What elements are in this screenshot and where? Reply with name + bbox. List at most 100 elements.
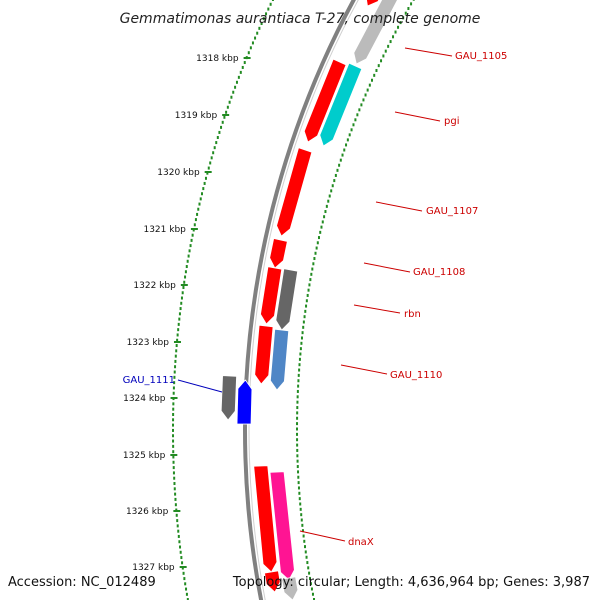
track-dot: [321, 220, 324, 224]
gene-features: [220, 0, 398, 600]
tick-label: 1319 kbp: [175, 111, 218, 121]
track-dot: [382, 54, 385, 58]
track-dot: [181, 566, 184, 570]
track-dot: [182, 571, 185, 575]
track-dots: [172, 0, 415, 600]
track-dot: [320, 225, 323, 229]
track-dot: [297, 475, 300, 479]
tick-labels: 1318 kbp 1319 kbp 1320 kbp 1321 kbp 1322 kbp…: [123, 54, 239, 573]
track-dot: [297, 486, 300, 490]
gene-label: GAU_1105: [455, 51, 507, 62]
track-dot: [325, 204, 328, 208]
track-dot: [184, 275, 187, 279]
track-dot: [175, 344, 178, 348]
track-dot: [181, 291, 184, 295]
track-dot: [362, 98, 365, 102]
track-dot: [180, 556, 183, 560]
track-dot: [348, 133, 351, 137]
track-dot: [178, 540, 181, 544]
map-title: Gemmatimonas aurantiaca T-27, complete g…: [120, 11, 481, 27]
track-dot: [172, 450, 175, 454]
track-dot: [402, 16, 405, 20]
track-dot: [172, 471, 175, 475]
label-leader-line: [340, 364, 388, 375]
label-leader-line: [394, 111, 441, 122]
track-dot: [175, 513, 178, 517]
track-dot: [296, 422, 299, 426]
track-dot: [389, 40, 392, 44]
tick-marks: [170, 57, 251, 568]
track-dot: [226, 105, 229, 109]
track-dot: [298, 368, 301, 372]
track-dot: [172, 391, 175, 395]
track-dot: [384, 49, 387, 53]
track-dot: [173, 482, 176, 486]
track-dot: [311, 267, 314, 271]
track-dot: [339, 158, 342, 162]
label-leader-line: [177, 379, 223, 393]
track-dot: [299, 502, 302, 506]
track-dot: [184, 582, 187, 586]
track-dot: [298, 357, 301, 361]
track-dot: [239, 70, 242, 74]
track-dot: [173, 375, 176, 379]
track-dot: [234, 85, 237, 89]
track-dot: [185, 265, 188, 269]
track-dot: [346, 138, 349, 142]
track-dot: [296, 427, 299, 431]
track-dot: [299, 347, 302, 351]
track-dot: [198, 202, 201, 206]
track-dot: [215, 141, 218, 145]
track-dot: [296, 448, 299, 452]
track-dot: [185, 587, 188, 591]
track-dot: [300, 336, 303, 340]
track-dot: [297, 470, 300, 474]
track-dot: [172, 386, 175, 390]
track-dot: [299, 352, 302, 356]
track-dot: [392, 35, 395, 39]
track-dot: [207, 166, 210, 170]
track-dot: [225, 110, 228, 114]
track-dot: [188, 249, 191, 253]
track-dot: [358, 108, 361, 112]
track-dot: [354, 118, 357, 122]
track-dot: [312, 262, 315, 266]
track-dot: [258, 26, 261, 30]
track-dot: [220, 125, 223, 129]
track-dot: [296, 454, 299, 458]
track-dot: [373, 73, 376, 77]
gene-label: rbn: [404, 309, 421, 320]
track-dot: [172, 434, 175, 438]
track-dot: [174, 492, 177, 496]
track-dot: [186, 598, 189, 600]
track-dot: [204, 176, 207, 180]
label-leader-line: [353, 304, 401, 314]
track-dot: [309, 582, 312, 586]
track-dot: [299, 507, 302, 511]
track-dot: [304, 550, 307, 554]
track-dot: [308, 571, 311, 575]
track-dot: [341, 153, 344, 157]
track-dot: [174, 503, 177, 507]
gene-arrow: [260, 266, 283, 325]
track-dot: [174, 354, 177, 358]
track-dot: [375, 68, 378, 72]
track-dot: [172, 423, 175, 427]
track-dot: [302, 325, 305, 329]
track-dot: [184, 270, 187, 274]
track-dot: [221, 120, 224, 124]
track-dot: [366, 88, 369, 92]
track-dot: [298, 497, 301, 501]
track-dot: [313, 597, 316, 600]
track-dot: [296, 432, 299, 436]
track-dot: [180, 301, 183, 305]
track-dot: [302, 320, 305, 324]
gene-arrow: [303, 58, 347, 143]
track-dot: [185, 592, 188, 596]
track-dot: [172, 439, 175, 443]
track-dot: [360, 103, 363, 107]
track-dot: [310, 272, 313, 276]
track-dot: [407, 7, 410, 11]
inner-dotted-track: [172, 0, 274, 600]
